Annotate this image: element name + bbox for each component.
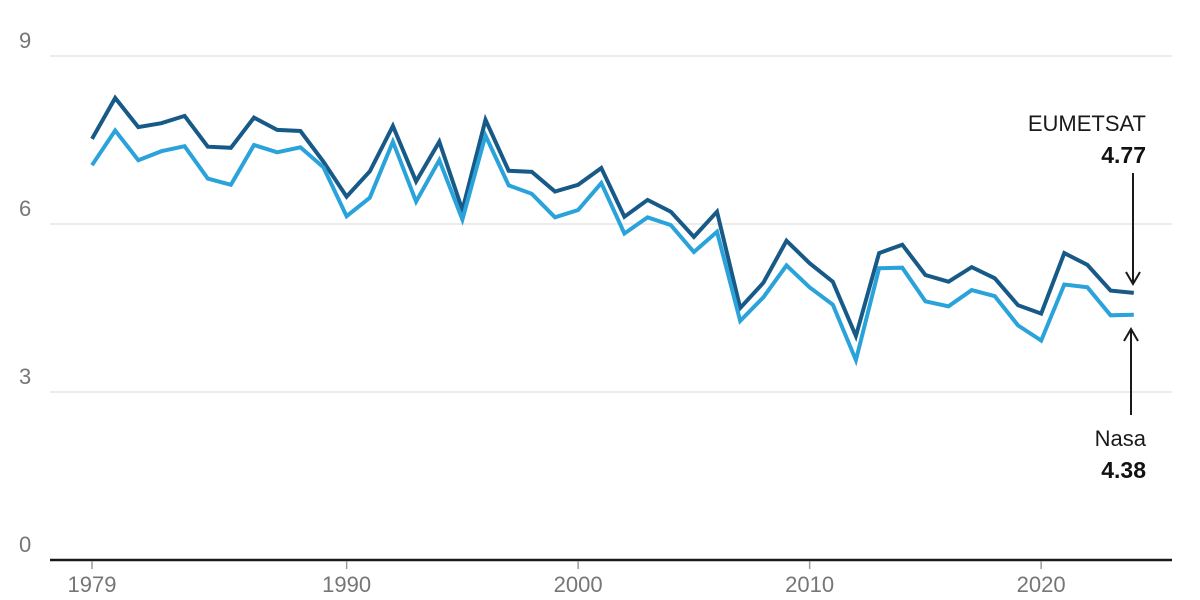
x-tick-label-2000: 2000 bbox=[554, 572, 603, 597]
x-tick-label-1979: 1979 bbox=[68, 572, 117, 597]
x-tick-label-2020: 2020 bbox=[1017, 572, 1066, 597]
series-line-nasa bbox=[90, 127, 1134, 367]
y-tick-label-0: 0 bbox=[19, 532, 31, 557]
gridlines-layer bbox=[50, 55, 1172, 393]
series-line-eumetsat bbox=[90, 94, 1134, 343]
series-lines-layer bbox=[90, 94, 1134, 367]
y-tick-label-6: 6 bbox=[19, 196, 31, 221]
eumetsat-annotation: EUMETSAT 4.77 bbox=[1028, 111, 1146, 286]
arrow-up-icon bbox=[1123, 327, 1139, 415]
nasa-value-label: 4.38 bbox=[1101, 457, 1146, 483]
eumetsat-series-label: EUMETSAT bbox=[1028, 111, 1146, 136]
y-tick-label-9: 9 bbox=[19, 28, 31, 53]
eumetsat-value-label: 4.77 bbox=[1101, 142, 1146, 168]
nasa-series-label: Nasa bbox=[1095, 426, 1147, 451]
x-tick-label-1990: 1990 bbox=[322, 572, 371, 597]
y-tick-label-3: 3 bbox=[19, 364, 31, 389]
arrow-down-icon bbox=[1125, 173, 1141, 286]
x-tick-label-2010: 2010 bbox=[785, 572, 834, 597]
axis-layer: 0 3 6 9 1979 1990 2000 2010 2020 bbox=[19, 28, 1172, 597]
nasa-annotation: Nasa 4.38 bbox=[1095, 327, 1147, 483]
